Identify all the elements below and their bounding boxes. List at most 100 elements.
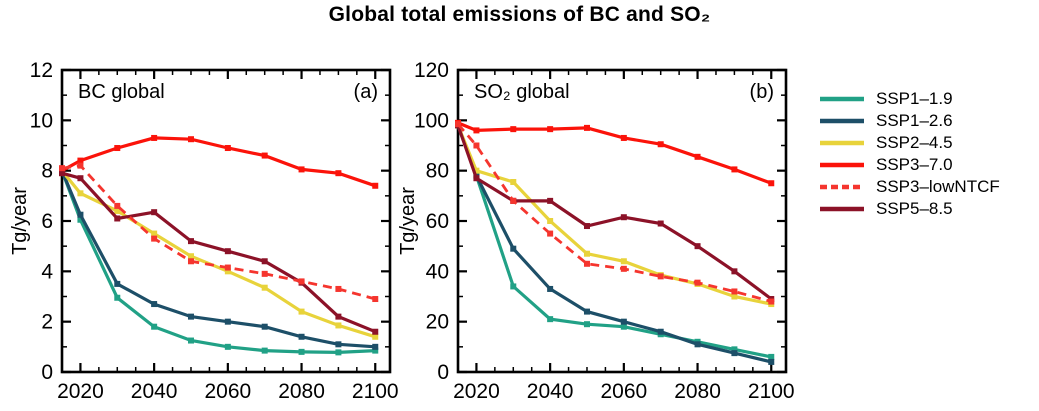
series-marker [372, 328, 379, 335]
x-tick-label: 2020 [453, 380, 500, 403]
series-marker [547, 285, 554, 292]
series-line [456, 124, 772, 306]
series-marker [510, 245, 517, 252]
y-tick-label: 60 [426, 210, 449, 233]
series-marker [694, 279, 701, 286]
series-marker [335, 313, 342, 320]
series-marker [583, 124, 590, 131]
series-marker [731, 293, 738, 300]
legend-line-swatch [820, 184, 864, 190]
series-marker [298, 333, 305, 340]
series-marker [583, 321, 590, 328]
series-marker [114, 145, 121, 152]
series-marker [151, 301, 158, 308]
series-marker [261, 347, 268, 354]
panel-letter: (b) [750, 81, 774, 103]
series-marker [694, 341, 701, 348]
series-marker [583, 260, 590, 267]
series-marker [335, 170, 342, 177]
series-marker [261, 270, 268, 277]
x-tick-label: 2060 [204, 380, 251, 403]
legend-label: SSP1–1.9 [876, 89, 953, 108]
series-marker [335, 285, 342, 292]
series-marker [731, 288, 738, 295]
series-marker [583, 223, 590, 230]
x-tick-label: 2040 [527, 380, 574, 403]
series-marker [510, 178, 517, 185]
series-marker [261, 258, 268, 265]
legend-line-swatch [820, 206, 864, 212]
legend: SSP1–1.9 SSP1–2.6 SSP2–4.5 SSP3–7.0 SSP3–low… [818, 88, 1000, 220]
y-tick-label: 40 [426, 260, 449, 283]
series-marker [657, 328, 664, 335]
series-marker [224, 318, 231, 325]
series-marker [224, 268, 231, 275]
x-tick-label: 2020 [57, 380, 104, 403]
x-tick-label: 2100 [352, 380, 398, 403]
series-marker [77, 190, 84, 197]
series-marker [77, 216, 84, 223]
series-marker [298, 348, 305, 355]
series-marker [583, 308, 590, 315]
series-marker [694, 243, 701, 250]
series-marker [298, 278, 305, 285]
series-line [61, 136, 376, 188]
series-marker [620, 265, 627, 272]
series-marker [187, 337, 194, 344]
y-tick-label: 8 [41, 160, 53, 183]
legend-line-swatch [820, 162, 864, 168]
series-marker [298, 308, 305, 315]
series-marker [335, 341, 342, 348]
series-marker [224, 248, 231, 255]
series-marker [151, 230, 158, 237]
series-marker [151, 134, 158, 141]
series-marker [768, 353, 775, 360]
y-tick-label: 100 [414, 109, 449, 132]
series-line [61, 164, 376, 301]
series-marker [473, 175, 480, 182]
series-marker [473, 127, 480, 134]
series-marker [335, 349, 342, 356]
series-marker [224, 343, 231, 350]
legend-label: SSP1–2.6 [876, 111, 953, 130]
series-marker [187, 238, 194, 245]
series-marker [547, 218, 554, 224]
series-marker [657, 220, 664, 227]
series-marker [620, 134, 627, 141]
x-tick-label: 2100 [748, 380, 794, 403]
x-tick-label: 2080 [278, 380, 325, 403]
series-marker [620, 258, 627, 265]
series-marker [547, 197, 554, 204]
series-marker [114, 202, 121, 209]
series-marker [473, 167, 480, 174]
series-marker [187, 253, 194, 260]
series-marker [187, 258, 194, 265]
series-marker [372, 182, 379, 189]
series-marker [657, 141, 664, 148]
series-marker [547, 230, 554, 237]
y-tick-label: 4 [41, 260, 53, 283]
series-marker [77, 211, 84, 218]
legend-line-swatch [820, 140, 864, 146]
series-line [456, 124, 772, 364]
series-marker [114, 207, 121, 214]
series-marker [372, 296, 379, 303]
series-marker [261, 152, 268, 159]
series-marker [731, 268, 738, 275]
series-line [61, 171, 376, 334]
legend-label: SSP3–lowNTCF [876, 177, 1000, 196]
series-marker [261, 284, 268, 291]
y-tick-label: 0 [437, 361, 449, 384]
y-tick-label: 6 [41, 210, 53, 233]
series-marker [77, 162, 84, 169]
series-marker [731, 166, 738, 173]
series-line [457, 121, 772, 185]
series-marker [583, 250, 590, 257]
series-marker [547, 316, 554, 323]
series-marker [224, 264, 231, 271]
series-marker [114, 280, 121, 287]
series-marker [77, 157, 84, 164]
legend-item: SSP1–2.6 [818, 110, 1000, 132]
legend-label: SSP5–8.5 [876, 199, 953, 218]
